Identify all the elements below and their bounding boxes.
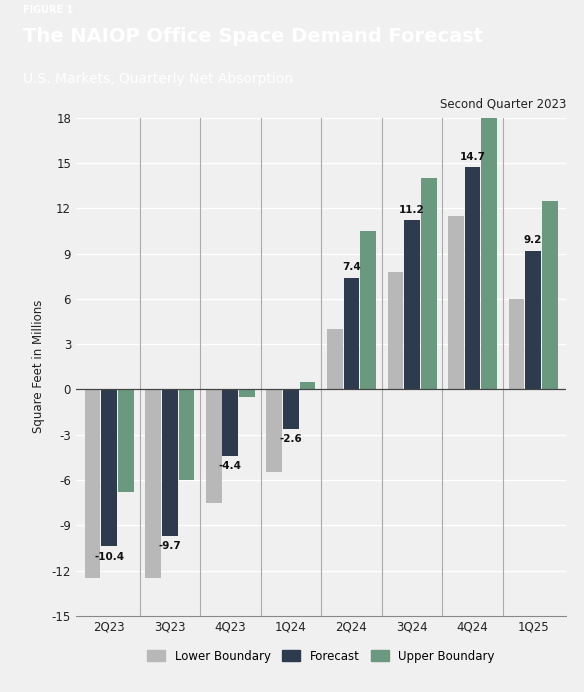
Text: 9.2: 9.2 bbox=[524, 235, 543, 245]
Y-axis label: Square Feet in Millions: Square Feet in Millions bbox=[32, 300, 45, 433]
Legend: Lower Boundary, Forecast, Upper Boundary: Lower Boundary, Forecast, Upper Boundary bbox=[142, 645, 500, 667]
Text: U.S. Markets, Quarterly Net Absorption: U.S. Markets, Quarterly Net Absorption bbox=[23, 72, 294, 86]
Text: The NAIOP Office Space Demand Forecast: The NAIOP Office Space Demand Forecast bbox=[23, 27, 484, 46]
Bar bbox=[404, 220, 420, 390]
Bar bbox=[542, 201, 558, 390]
Bar bbox=[465, 167, 481, 390]
Bar bbox=[85, 390, 100, 578]
Text: 11.2: 11.2 bbox=[399, 205, 425, 215]
Bar bbox=[162, 390, 178, 536]
Bar bbox=[327, 329, 343, 390]
Text: -10.4: -10.4 bbox=[94, 552, 124, 562]
Bar bbox=[223, 390, 238, 456]
Bar bbox=[388, 272, 404, 390]
Bar bbox=[206, 390, 221, 502]
Bar bbox=[481, 118, 497, 390]
Bar bbox=[360, 231, 376, 390]
Text: -4.4: -4.4 bbox=[219, 461, 242, 471]
Bar bbox=[300, 382, 315, 390]
Text: Second Quarter 2023: Second Quarter 2023 bbox=[440, 97, 566, 110]
Bar bbox=[283, 390, 299, 428]
Text: 14.7: 14.7 bbox=[460, 152, 486, 162]
Bar bbox=[525, 251, 541, 390]
Bar bbox=[118, 390, 134, 492]
Bar bbox=[179, 390, 194, 480]
Text: FIGURE 1: FIGURE 1 bbox=[23, 6, 74, 15]
Bar bbox=[421, 178, 437, 390]
Text: 7.4: 7.4 bbox=[342, 262, 361, 273]
Text: -9.7: -9.7 bbox=[158, 541, 181, 551]
Bar bbox=[145, 390, 161, 578]
Bar bbox=[448, 216, 464, 390]
Text: -2.6: -2.6 bbox=[280, 434, 303, 444]
Bar bbox=[509, 299, 524, 390]
Bar bbox=[343, 277, 359, 390]
Bar bbox=[266, 390, 282, 473]
Bar bbox=[102, 390, 117, 547]
Bar bbox=[239, 390, 255, 397]
